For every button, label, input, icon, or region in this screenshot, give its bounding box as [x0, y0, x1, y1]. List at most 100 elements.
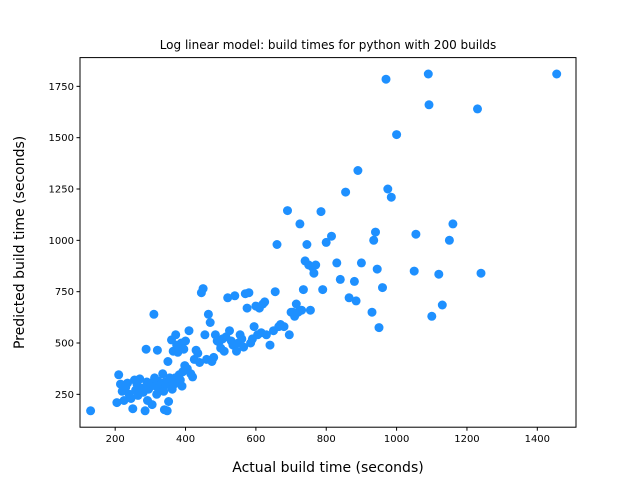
data-point	[297, 305, 307, 315]
data-point	[177, 381, 187, 391]
data-point	[473, 104, 482, 114]
data-point	[383, 184, 393, 194]
data-point	[284, 330, 294, 340]
data-point	[232, 346, 241, 356]
data-point	[123, 378, 132, 388]
data-point	[327, 231, 336, 241]
data-point	[298, 285, 308, 295]
data-point	[163, 357, 173, 366]
data-point	[242, 303, 252, 313]
data-point	[374, 323, 384, 333]
x-axis-ticks: 200 400 600 800 1000 1200 1400	[106, 427, 550, 445]
data-point	[128, 404, 138, 414]
data-point	[159, 386, 169, 396]
data-point	[279, 322, 289, 332]
data-point	[295, 219, 305, 229]
data-point	[444, 235, 454, 245]
data-point	[219, 346, 229, 356]
data-point	[188, 372, 198, 382]
plot-frame	[79, 57, 577, 428]
data-point	[205, 318, 215, 327]
data-point	[424, 100, 434, 110]
data-point	[223, 293, 233, 303]
data-point	[371, 227, 380, 237]
data-point	[318, 285, 328, 295]
data-point	[283, 206, 292, 216]
data-point	[386, 192, 396, 202]
y-tick-label: 1500	[49, 133, 74, 144]
x-tick-label: 200	[106, 434, 125, 445]
data-point	[230, 291, 240, 301]
data-point	[311, 260, 321, 270]
x-tick-label: 1200	[454, 434, 479, 445]
data-points	[86, 69, 562, 416]
data-point	[200, 330, 210, 340]
data-point	[392, 130, 402, 140]
data-point	[140, 406, 150, 416]
data-point	[171, 330, 181, 340]
data-point	[378, 283, 387, 293]
data-point	[86, 406, 96, 416]
data-point	[225, 326, 234, 336]
data-point	[409, 266, 419, 276]
y-tick-label: 1250	[49, 185, 74, 196]
data-point	[198, 284, 208, 294]
data-point	[265, 340, 275, 350]
data-point	[147, 400, 157, 410]
data-point	[193, 348, 203, 358]
data-point	[114, 370, 124, 380]
data-point	[149, 309, 159, 319]
data-point	[249, 322, 259, 332]
data-point	[203, 309, 213, 319]
data-point	[302, 240, 312, 249]
data-point	[195, 358, 205, 367]
data-point	[179, 344, 189, 354]
data-point	[437, 300, 447, 310]
data-point	[112, 398, 122, 408]
y-tick-label: 500	[55, 339, 74, 350]
data-point	[184, 326, 194, 336]
data-point	[272, 240, 282, 249]
data-point	[181, 336, 190, 346]
data-point	[316, 207, 326, 217]
data-point	[309, 268, 319, 278]
x-tick-label: 1400	[525, 434, 550, 445]
data-point	[239, 342, 249, 352]
data-point	[135, 374, 145, 384]
data-point	[152, 389, 162, 399]
data-point	[351, 296, 361, 306]
data-point	[367, 307, 377, 317]
data-point	[427, 311, 437, 321]
data-point	[356, 258, 366, 268]
y-axis-ticks: 250 500 750 1000 1250 1500 1750	[49, 82, 80, 401]
y-tick-label: 750	[55, 287, 74, 298]
data-point	[126, 394, 136, 403]
data-point	[341, 187, 351, 197]
data-point	[372, 264, 382, 274]
data-point	[162, 406, 172, 416]
data-point	[270, 287, 280, 297]
x-tick-label: 1000	[384, 434, 409, 445]
data-point	[344, 293, 354, 303]
data-point	[476, 268, 486, 278]
data-point	[158, 369, 168, 379]
data-point	[411, 229, 421, 239]
data-point	[260, 297, 270, 307]
y-axis-label: Predicted build time (seconds)	[12, 136, 28, 349]
y-tick-label: 250	[55, 390, 74, 401]
data-point	[349, 276, 359, 286]
data-point	[209, 352, 219, 362]
data-point	[261, 330, 271, 340]
x-axis-label: Actual build time (seconds)	[232, 460, 423, 476]
data-point	[305, 305, 315, 315]
data-point	[434, 269, 444, 279]
data-point	[291, 299, 301, 309]
data-point	[335, 274, 345, 284]
chart-title: Log linear model: build times for python…	[160, 38, 497, 52]
y-tick-label: 1000	[49, 236, 74, 247]
x-tick-label: 400	[176, 434, 195, 445]
data-point	[353, 166, 363, 175]
data-point	[141, 344, 151, 354]
